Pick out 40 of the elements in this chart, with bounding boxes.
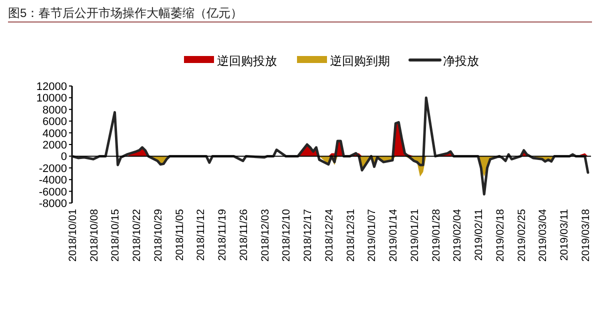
y-tick-label: -2000 <box>38 162 67 175</box>
x-tick-label: 2018/12/10 <box>280 208 293 262</box>
x-tick-label: 2018/11/19 <box>216 208 229 261</box>
y-tick-label: 0 <box>60 151 67 164</box>
legend-label: 逆回购投放 <box>217 54 277 68</box>
y-tick-label: 4000 <box>42 128 67 140</box>
x-tick-label: 2018/12/31 <box>344 208 357 262</box>
x-tick-label: 2018/11/05 <box>174 208 186 261</box>
y-tick-label: 10000 <box>36 92 67 105</box>
x-tick-label: 2018/10/01 <box>67 208 79 262</box>
y-tick-label: -4000 <box>38 174 67 187</box>
y-tick-label: -8000 <box>38 198 67 210</box>
x-tick-label: 2018/11/12 <box>195 208 208 261</box>
legend-label: 逆回购到期 <box>330 54 390 68</box>
legend-label: 净投放 <box>443 54 479 68</box>
x-tick-label: 2019/03/04 <box>537 208 550 262</box>
x-tick-label: 2019/01/14 <box>388 208 400 262</box>
x-tick-label: 2018/10/15 <box>110 208 122 262</box>
x-tick-label: 2019/02/04 <box>452 208 464 262</box>
x-tick-label: 2018/12/24 <box>323 208 336 262</box>
x-tick-label: 2019/01/21 <box>408 208 421 262</box>
x-tick-label: 2019/03/11 <box>558 208 571 261</box>
x-tick-label: 2018/10/29 <box>152 208 164 262</box>
x-tick-label: 2019/01/28 <box>430 208 442 262</box>
y-tick-label: 12000 <box>36 81 67 93</box>
x-tick-label: 2018/12/03 <box>259 208 272 262</box>
y-tick-label: 2000 <box>42 140 67 152</box>
y-tick-label: -6000 <box>38 186 67 198</box>
x-tick-label: 2019/02/18 <box>494 208 506 262</box>
x-tick-label: 2018/10/22 <box>131 208 144 262</box>
x-tick-label: 2019/01/07 <box>366 208 378 262</box>
x-tick-label: 2019/02/11 <box>473 208 486 261</box>
y-tick-label: 8000 <box>42 104 67 116</box>
x-tick-label: 2018/11/26 <box>238 208 250 261</box>
x-tick-label: 2019/03/18 <box>580 208 592 262</box>
x-tick-label: 2019/02/25 <box>516 208 528 262</box>
x-tick-label: 2018/12/17 <box>302 208 314 262</box>
chart-title: 图5：春节后公开市场操作大幅萎缩（亿元） <box>8 6 243 20</box>
y-tick-label: 6000 <box>42 116 67 128</box>
x-tick-label: 2018/10/08 <box>88 208 100 262</box>
